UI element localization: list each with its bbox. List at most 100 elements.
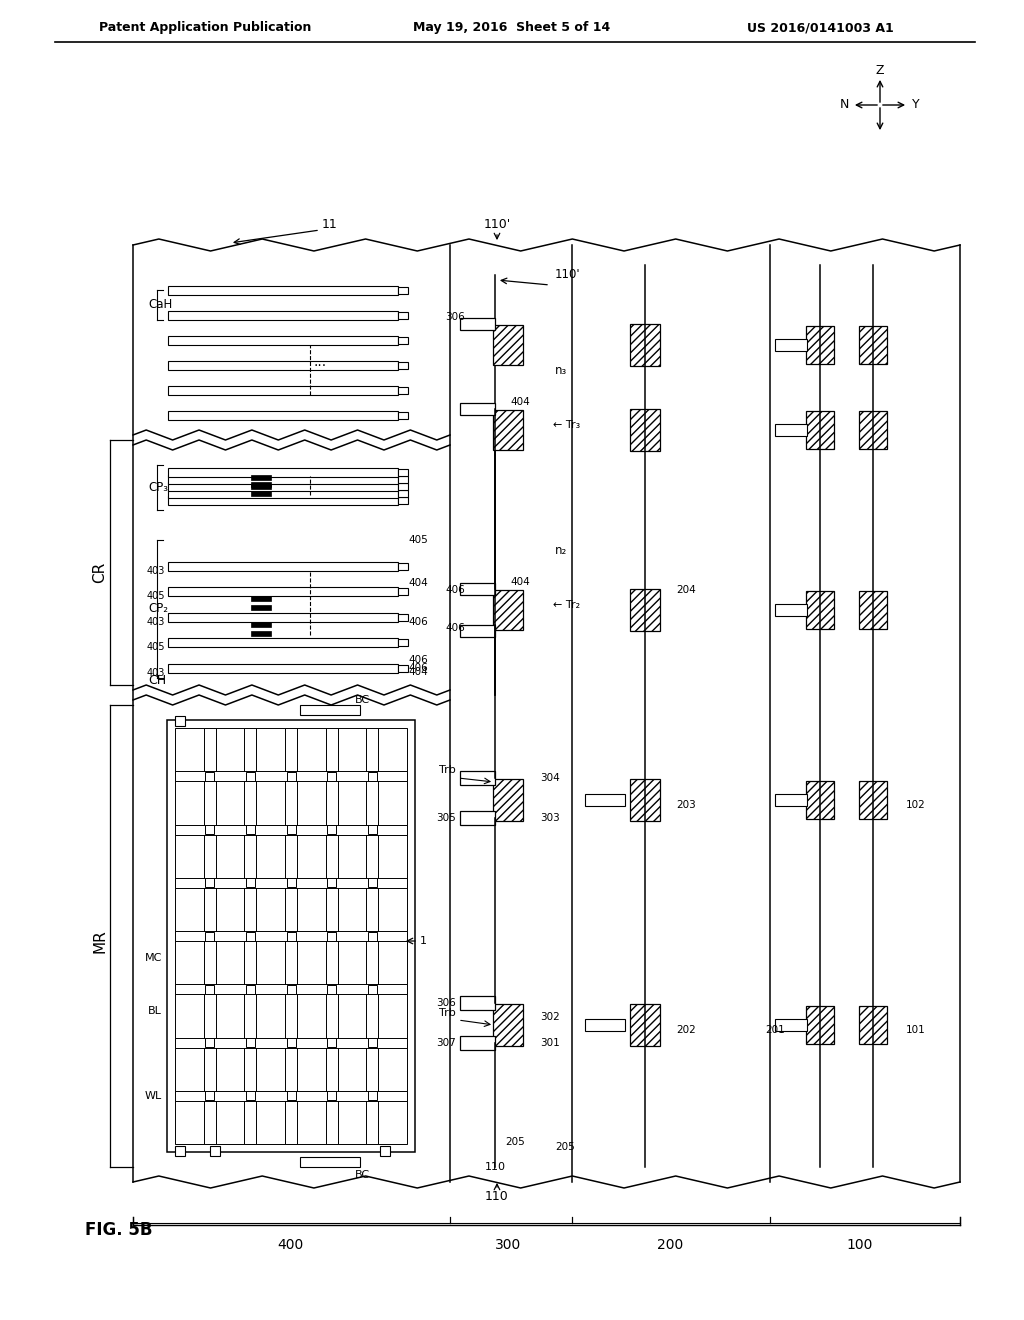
Bar (285, 729, 297, 1144)
Bar (493, 1005, 523, 1045)
Bar (168, 639, 398, 647)
Bar (398, 312, 408, 319)
Text: 403: 403 (146, 616, 165, 627)
Text: 203: 203 (676, 800, 695, 810)
Bar (175, 931, 407, 941)
Text: 110': 110' (555, 268, 581, 281)
Bar (210, 1146, 220, 1156)
Bar (327, 878, 336, 887)
Text: MR: MR (92, 929, 108, 953)
Text: 405: 405 (146, 591, 165, 601)
Bar (175, 985, 407, 994)
Bar (398, 412, 408, 418)
Text: n₂: n₂ (555, 544, 567, 557)
Bar (368, 1092, 377, 1101)
Bar (168, 561, 398, 570)
Bar (859, 781, 887, 818)
Bar (246, 825, 255, 834)
Bar (251, 491, 271, 495)
Text: 404: 404 (408, 578, 428, 589)
Text: n₃: n₃ (555, 363, 567, 376)
Bar (585, 795, 625, 807)
Bar (398, 589, 408, 595)
Text: CP₂: CP₂ (148, 602, 168, 615)
Bar (368, 1038, 377, 1047)
Bar (168, 337, 398, 345)
Bar (251, 482, 271, 487)
Bar (168, 469, 398, 477)
Bar (806, 326, 834, 364)
Bar (327, 932, 336, 940)
Bar (398, 490, 408, 498)
Bar (246, 1038, 255, 1047)
Bar (460, 624, 495, 638)
Bar (168, 482, 398, 491)
Bar (859, 1006, 887, 1044)
Bar (287, 825, 296, 834)
Bar (246, 985, 255, 994)
Bar (287, 878, 296, 887)
Bar (327, 825, 336, 834)
Bar (368, 772, 377, 780)
Text: BC: BC (355, 696, 370, 705)
Text: 306: 306 (436, 998, 456, 1008)
Text: Patent Application Publication: Patent Application Publication (98, 21, 311, 34)
Bar (287, 985, 296, 994)
Bar (806, 411, 834, 449)
Text: 1: 1 (420, 936, 427, 946)
Bar (327, 1092, 336, 1101)
Bar (380, 1146, 390, 1156)
Bar (368, 878, 377, 887)
Text: 404: 404 (510, 577, 529, 587)
Bar (246, 772, 255, 780)
Bar (245, 729, 256, 1144)
Text: CR: CR (92, 562, 108, 583)
Bar (775, 605, 807, 616)
Text: 205: 205 (505, 1137, 524, 1147)
Bar (287, 772, 296, 780)
Bar (168, 385, 398, 395)
Text: Trb: Trb (439, 766, 456, 775)
Text: 306: 306 (445, 312, 465, 322)
Text: 11: 11 (323, 219, 338, 231)
Bar (204, 729, 216, 1144)
Bar (246, 1092, 255, 1101)
Bar (398, 483, 408, 490)
Bar (168, 496, 398, 506)
Bar (460, 403, 495, 414)
Bar (167, 719, 415, 1152)
Bar (175, 729, 407, 1144)
Bar (775, 339, 807, 351)
Text: Y: Y (912, 99, 920, 111)
Text: Trb: Trb (439, 1008, 456, 1018)
Bar (398, 498, 408, 504)
Text: 204: 204 (676, 585, 695, 595)
Bar (460, 1036, 495, 1049)
Bar (168, 411, 398, 420)
Text: 110': 110' (483, 219, 511, 231)
Bar (205, 1038, 214, 1047)
Text: 201: 201 (765, 1026, 785, 1035)
Text: CP₃: CP₃ (148, 480, 168, 494)
Text: 301: 301 (540, 1038, 560, 1048)
Bar (398, 387, 408, 393)
Text: 404: 404 (510, 397, 529, 407)
Bar (460, 997, 495, 1010)
Bar (175, 1038, 407, 1048)
Bar (806, 781, 834, 818)
Bar (398, 286, 408, 294)
Bar (775, 795, 807, 807)
Text: BC: BC (355, 1170, 370, 1180)
Text: 110: 110 (484, 1162, 506, 1172)
Bar (398, 362, 408, 370)
Bar (168, 286, 398, 294)
Bar (460, 771, 495, 785)
Text: CaH: CaH (148, 298, 172, 312)
Bar (287, 1092, 296, 1101)
Bar (175, 771, 407, 781)
Text: Z: Z (876, 63, 885, 77)
Text: US 2016/0141003 A1: US 2016/0141003 A1 (746, 21, 893, 34)
Text: 102: 102 (906, 800, 926, 810)
Bar (205, 932, 214, 940)
Bar (493, 590, 523, 630)
